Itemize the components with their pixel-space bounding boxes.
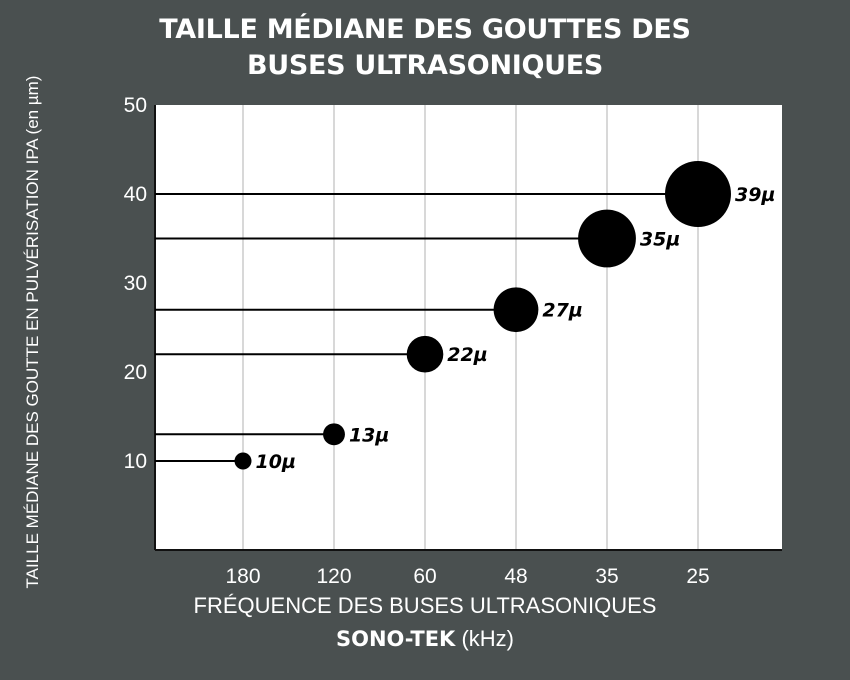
x-axis-label: FRÉQUENCE DES BUSES ULTRASONIQUES bbox=[193, 593, 657, 618]
x-tick-label-48: 48 bbox=[504, 565, 527, 588]
x-tick-label-120: 120 bbox=[316, 565, 351, 588]
y-tick-label-10: 10 bbox=[124, 450, 147, 473]
chart-title-line-2: BUSES ULTRASONIQUES bbox=[246, 50, 604, 81]
data-point-60 bbox=[406, 335, 444, 373]
data-label-48: 27µ bbox=[542, 300, 582, 322]
data-point-120 bbox=[323, 423, 345, 446]
data-point-25 bbox=[665, 161, 731, 227]
x-tick-label-35: 35 bbox=[595, 565, 618, 588]
x-axis-brand-line: SONO-TEK (kHz) bbox=[0, 626, 850, 652]
data-label-120: 13µ bbox=[349, 424, 389, 446]
y-axis-label: TAILLE MÉDIANE DES GOUTTE EN PULVÉRISATI… bbox=[23, 75, 42, 589]
chart-title: TAILLE MÉDIANE DES GOUTTES DES BUSES ULT… bbox=[0, 12, 850, 84]
x-tick-label-25: 25 bbox=[686, 565, 709, 588]
data-point-180 bbox=[234, 452, 252, 470]
chart-title-line-1: TAILLE MÉDIANE DES GOUTTES DES bbox=[159, 14, 691, 45]
y-tick-label-20: 20 bbox=[124, 361, 147, 384]
data-point-48 bbox=[493, 287, 539, 333]
x-axis-brand: SONO-TEK bbox=[335, 627, 456, 651]
x-axis-unit: (kHz) bbox=[461, 626, 515, 651]
y-tick-label-40: 40 bbox=[124, 183, 147, 206]
data-label-35: 35µ bbox=[640, 229, 680, 251]
data-point-35 bbox=[578, 209, 636, 268]
data-label-180: 10µ bbox=[256, 451, 296, 473]
x-tick-label-60: 60 bbox=[413, 565, 436, 588]
data-label-25: 39µ bbox=[735, 184, 775, 206]
data-label-60: 22µ bbox=[447, 344, 487, 366]
y-tick-label-50: 50 bbox=[124, 94, 147, 117]
x-tick-label-180: 180 bbox=[225, 565, 260, 588]
y-tick-label-30: 30 bbox=[124, 272, 147, 295]
